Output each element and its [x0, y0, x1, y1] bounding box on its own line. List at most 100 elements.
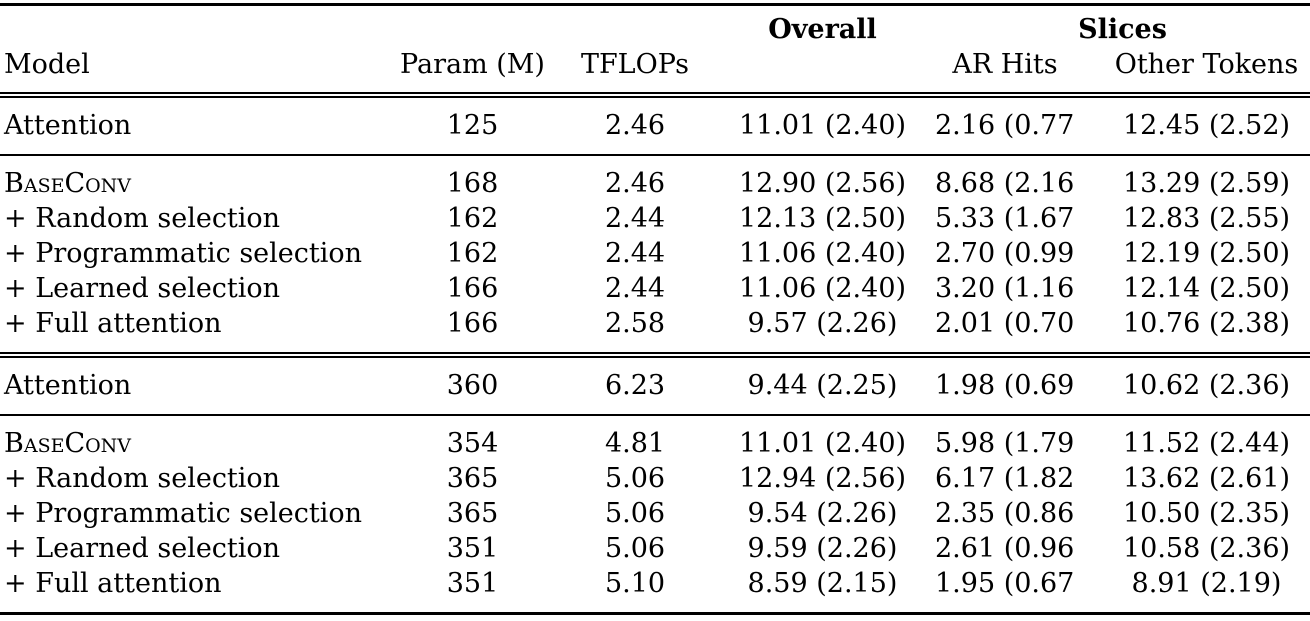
ar-hits-cell: 5.98 (1.79) — [935, 428, 1075, 459]
other-tokens-cell: 12.14 (2.50) — [1122, 273, 1291, 304]
tflops-cell: 5.06 — [604, 533, 666, 564]
model-cell: + Programmatic selection — [4, 498, 363, 529]
tflops-cell: 2.44 — [604, 203, 666, 234]
other-tokens-cell: 12.45 (2.52) — [1122, 110, 1291, 141]
table-row: + Random selection 365 5.06 12.94 (2.56)… — [0, 461, 1310, 496]
header-spacer — [710, 47, 935, 95]
ar-hits-cell: 8.68 (2.16) — [935, 168, 1075, 199]
other-tokens-cell: 10.58 (2.36) — [1122, 533, 1291, 564]
param-cell: 166 — [446, 308, 499, 339]
model-cell: + Learned selection — [4, 533, 281, 564]
tflops-cell: 2.44 — [604, 273, 666, 304]
model-cell: BaseConv — [4, 428, 132, 459]
column-header-model: Model — [4, 49, 90, 80]
overall-cell: 12.90 (2.56) — [738, 168, 907, 199]
tflops-cell: 2.58 — [604, 308, 666, 339]
model-cell: + Random selection — [4, 203, 281, 234]
model-cell: Attention — [4, 370, 132, 401]
other-tokens-cell: 10.50 (2.35) — [1122, 498, 1291, 529]
table-row: + Full attention 166 2.58 9.57 (2.26) 2.… — [0, 306, 1310, 355]
column-group-slices: Slices — [1078, 14, 1167, 45]
param-cell: 168 — [446, 168, 499, 199]
overall-cell: 11.06 (2.40) — [738, 238, 907, 269]
overall-cell: 9.59 (2.26) — [747, 533, 898, 564]
ar-hits-cell: 2.01 (0.70) — [935, 308, 1075, 339]
header-columns-row: Model Param (M) TFLOPs AR Hits Other Tok… — [0, 47, 1310, 95]
ar-hits-cell: 6.17 (1.82) — [935, 463, 1075, 494]
param-cell: 351 — [446, 533, 499, 564]
tflops-cell: 2.46 — [604, 110, 666, 141]
overall-cell: 9.57 (2.26) — [747, 308, 898, 339]
param-cell: 125 — [446, 110, 499, 141]
param-cell: 162 — [446, 203, 499, 234]
model-cell: BaseConv — [4, 168, 132, 199]
ar-hits-cell: 5.33 (1.67) — [935, 203, 1075, 234]
header-spacer — [560, 5, 710, 48]
ar-hits-cell: 1.98 (0.69) — [935, 370, 1075, 401]
model-cell: + Full attention — [4, 568, 222, 599]
other-tokens-cell: 11.52 (2.44) — [1122, 428, 1291, 459]
table-row: + Random selection 162 2.44 12.13 (2.50)… — [0, 201, 1310, 236]
other-tokens-cell: 13.62 (2.61) — [1122, 463, 1291, 494]
column-header-other-tokens: Other Tokens — [1114, 49, 1299, 80]
param-cell: 162 — [446, 238, 499, 269]
table-row: Attention 125 2.46 11.01 (2.40) 2.16 (0.… — [0, 95, 1310, 155]
column-group-overall: Overall — [768, 14, 877, 45]
header-group-row: Overall Slices — [0, 5, 1310, 48]
ar-hits-cell: 2.35 (0.86) — [935, 498, 1075, 529]
table-header: Overall Slices Model Param (M) TFLOPs AR… — [0, 5, 1310, 96]
overall-cell: 12.94 (2.56) — [738, 463, 907, 494]
overall-cell: 11.01 (2.40) — [738, 110, 907, 141]
column-header-param: Param (M) — [400, 49, 545, 80]
section-attention-large: Attention 360 6.23 9.44 (2.25) 1.98 (0.6… — [0, 355, 1310, 415]
model-cell: + Full attention — [4, 308, 222, 339]
overall-cell: 12.13 (2.50) — [738, 203, 907, 234]
tflops-cell: 5.10 — [604, 568, 666, 599]
overall-cell: 11.06 (2.40) — [738, 273, 907, 304]
table-row: + Learned selection 166 2.44 11.06 (2.40… — [0, 271, 1310, 306]
tflops-cell: 6.23 — [604, 370, 666, 401]
results-table: Overall Slices Model Param (M) TFLOPs AR… — [0, 3, 1310, 615]
tflops-cell: 5.06 — [604, 498, 666, 529]
ar-hits-cell: 2.61 (0.96) — [935, 533, 1075, 564]
table-row: + Programmatic selection 365 5.06 9.54 (… — [0, 496, 1310, 531]
ar-hits-cell: 1.95 (0.67) — [935, 568, 1075, 599]
header-spacer — [0, 5, 385, 48]
other-tokens-cell: 12.83 (2.55) — [1122, 203, 1291, 234]
section-baseconv-small: BaseConv 168 2.46 12.90 (2.56) 8.68 (2.1… — [0, 155, 1310, 355]
table-row: + Programmatic selection 162 2.44 11.06 … — [0, 236, 1310, 271]
other-tokens-cell: 12.19 (2.50) — [1122, 238, 1291, 269]
param-cell: 354 — [446, 428, 499, 459]
table-row: BaseConv 354 4.81 11.01 (2.40) 5.98 (1.7… — [0, 415, 1310, 461]
overall-cell: 11.01 (2.40) — [738, 428, 907, 459]
overall-cell: 9.44 (2.25) — [747, 370, 898, 401]
tflops-cell: 5.06 — [604, 463, 666, 494]
model-cell: + Learned selection — [4, 273, 281, 304]
param-cell: 360 — [446, 370, 499, 401]
param-cell: 166 — [446, 273, 499, 304]
ar-hits-cell: 2.16 (0.77) — [935, 110, 1075, 141]
model-cell: + Programmatic selection — [4, 238, 363, 269]
other-tokens-cell: 8.91 (2.19) — [1131, 568, 1282, 599]
ar-hits-cell: 3.20 (1.16) — [935, 273, 1075, 304]
column-header-ar-hits: AR Hits — [952, 49, 1058, 80]
other-tokens-cell: 10.76 (2.38) — [1122, 308, 1291, 339]
overall-cell: 8.59 (2.15) — [747, 568, 898, 599]
column-header-tflops: TFLOPs — [580, 49, 690, 80]
tflops-cell: 2.46 — [604, 168, 666, 199]
model-cell: Attention — [4, 110, 132, 141]
table-row: BaseConv 168 2.46 12.90 (2.56) 8.68 (2.1… — [0, 155, 1310, 201]
header-spacer — [385, 5, 560, 48]
table-row: + Full attention 351 5.10 8.59 (2.15) 1.… — [0, 566, 1310, 614]
model-cell: + Random selection — [4, 463, 281, 494]
other-tokens-cell: 13.29 (2.59) — [1122, 168, 1291, 199]
tflops-cell: 2.44 — [604, 238, 666, 269]
param-cell: 365 — [446, 498, 499, 529]
overall-cell: 9.54 (2.26) — [747, 498, 898, 529]
ar-hits-cell: 2.70 (0.99) — [935, 238, 1075, 269]
param-cell: 365 — [446, 463, 499, 494]
other-tokens-cell: 10.62 (2.36) — [1122, 370, 1291, 401]
table-row: + Learned selection 351 5.06 9.59 (2.26)… — [0, 531, 1310, 566]
param-cell: 351 — [446, 568, 499, 599]
